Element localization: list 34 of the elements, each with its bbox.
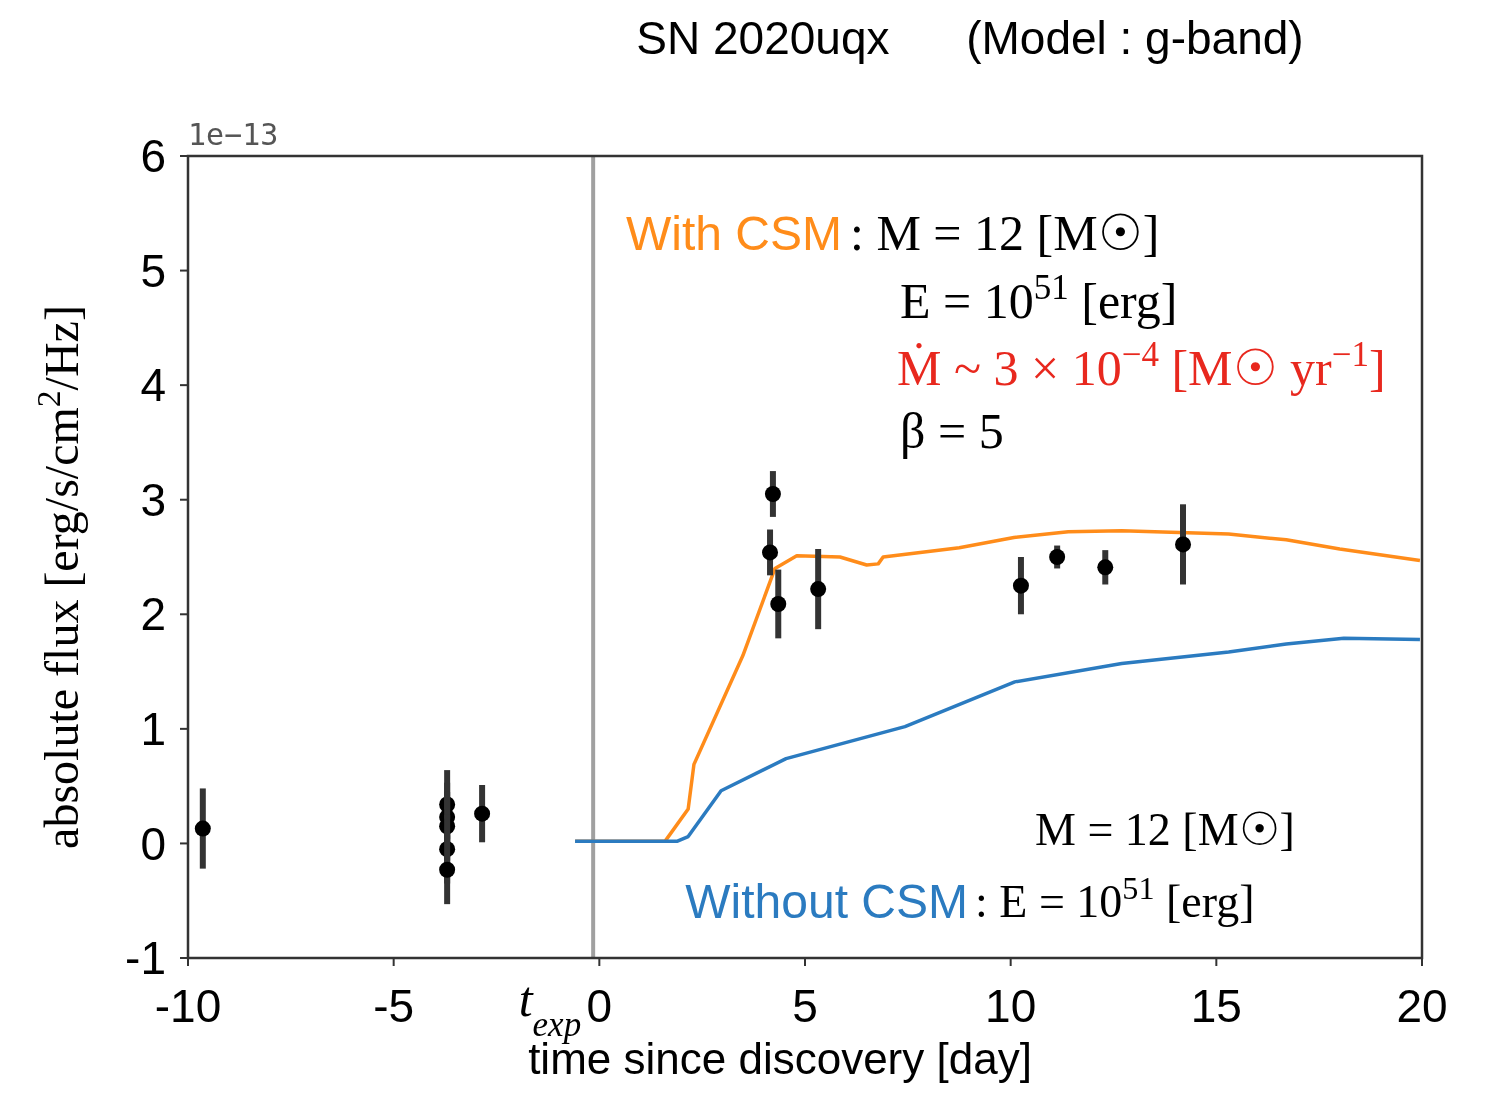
point: [810, 581, 827, 598]
annotation: β = 5: [900, 403, 1004, 459]
y-tick-label: 1: [140, 702, 166, 755]
annotation: M = 12 [M☉]: [1035, 804, 1295, 855]
point: [762, 544, 779, 561]
x-tick-label: -5: [373, 980, 415, 1032]
point: [1097, 559, 1114, 576]
text: 1e−13: [188, 117, 279, 152]
x-tick-label: 5: [792, 980, 818, 1032]
y-tick-label: 5: [140, 244, 166, 297]
y-tick-label: 2: [140, 588, 166, 641]
x-tick-label: 15: [1190, 980, 1242, 1032]
y-tick-label: 4: [140, 359, 166, 412]
y-tick-label: 6: [140, 130, 166, 183]
point: [1049, 549, 1066, 565]
text: With CSM: [626, 207, 842, 260]
point: [770, 595, 787, 612]
chart-title: SN 2020uqx (Model : g-band): [636, 12, 1304, 64]
point: [194, 820, 211, 837]
annotation: E = 10$^{51}$ [erg]: [900, 267, 1178, 329]
annotation: Ṁ ~ 3 × 10$^{−4}$ [M☉ yr$^{−1}$]: [897, 334, 1386, 396]
x-tick-label: 10: [985, 980, 1037, 1032]
y-tick-label: 3: [140, 473, 166, 526]
annotation: : M = 12 [M☉]: [850, 205, 1160, 261]
series-label: Without CSM: [685, 875, 968, 928]
y-tick-label: 0: [140, 817, 166, 870]
point: [1175, 536, 1192, 553]
annotation: : E = 10$^{51}$ [erg]: [975, 870, 1255, 927]
point: [1012, 577, 1029, 594]
point: [439, 861, 456, 878]
x-tick-label: 20: [1396, 980, 1448, 1032]
x-tick-label: 0: [586, 980, 613, 1032]
point: [764, 485, 781, 502]
point: [474, 805, 491, 822]
